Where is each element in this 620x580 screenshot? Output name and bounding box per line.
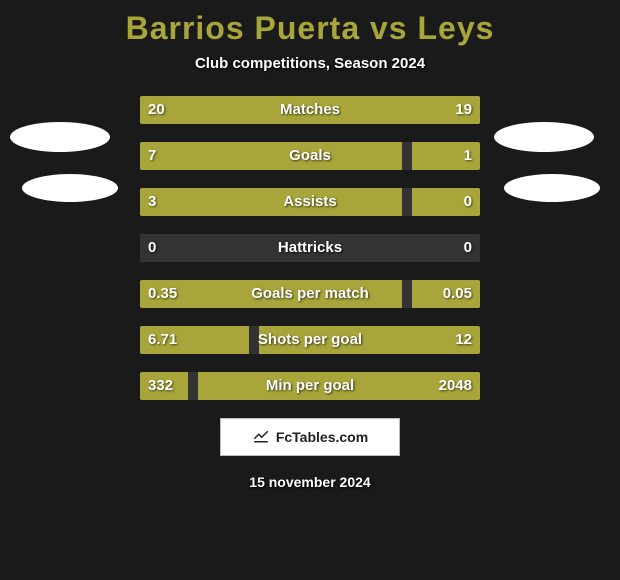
value-left: 0: [148, 234, 156, 262]
value-left: 7: [148, 142, 156, 170]
stat-label: Hattricks: [140, 234, 480, 262]
bar-left: [140, 280, 402, 308]
decorative-ellipse: [504, 174, 600, 202]
date-label: 15 november 2024: [0, 474, 620, 490]
stat-row: 71Goals: [140, 142, 480, 170]
bar-right: [259, 326, 480, 354]
value-left: 20: [148, 96, 165, 124]
bar-left: [140, 142, 402, 170]
decorative-ellipse: [494, 122, 594, 152]
value-right: 0: [464, 188, 472, 216]
decorative-ellipse: [22, 174, 118, 202]
bar-left: [140, 188, 402, 216]
decorative-ellipse: [10, 122, 110, 152]
value-right: 2048: [439, 372, 472, 400]
chart-icon: [252, 426, 270, 449]
stat-row: 0 0Hattricks: [140, 234, 480, 262]
value-right: 12: [455, 326, 472, 354]
value-left: 0.35: [148, 280, 177, 308]
value-right: 19: [455, 96, 472, 124]
value-right: 0.05: [443, 280, 472, 308]
value-right: 0: [464, 234, 472, 262]
value-right: 1: [464, 142, 472, 170]
stat-row: 2019Matches: [140, 96, 480, 124]
page-title: Barrios Puerta vs Leys: [0, 0, 620, 47]
stat-row: 30Assists: [140, 188, 480, 216]
stat-row: 3322048Min per goal: [140, 372, 480, 400]
value-left: 332: [148, 372, 173, 400]
stat-row: 0.350.05Goals per match: [140, 280, 480, 308]
stat-row: 6.7112Shots per goal: [140, 326, 480, 354]
value-left: 6.71: [148, 326, 177, 354]
footer-brand-card: FcTables.com: [220, 418, 400, 456]
footer-brand-text: FcTables.com: [276, 429, 368, 445]
bar-left: [140, 96, 314, 124]
subtitle: Club competitions, Season 2024: [0, 55, 620, 72]
value-left: 3: [148, 188, 156, 216]
